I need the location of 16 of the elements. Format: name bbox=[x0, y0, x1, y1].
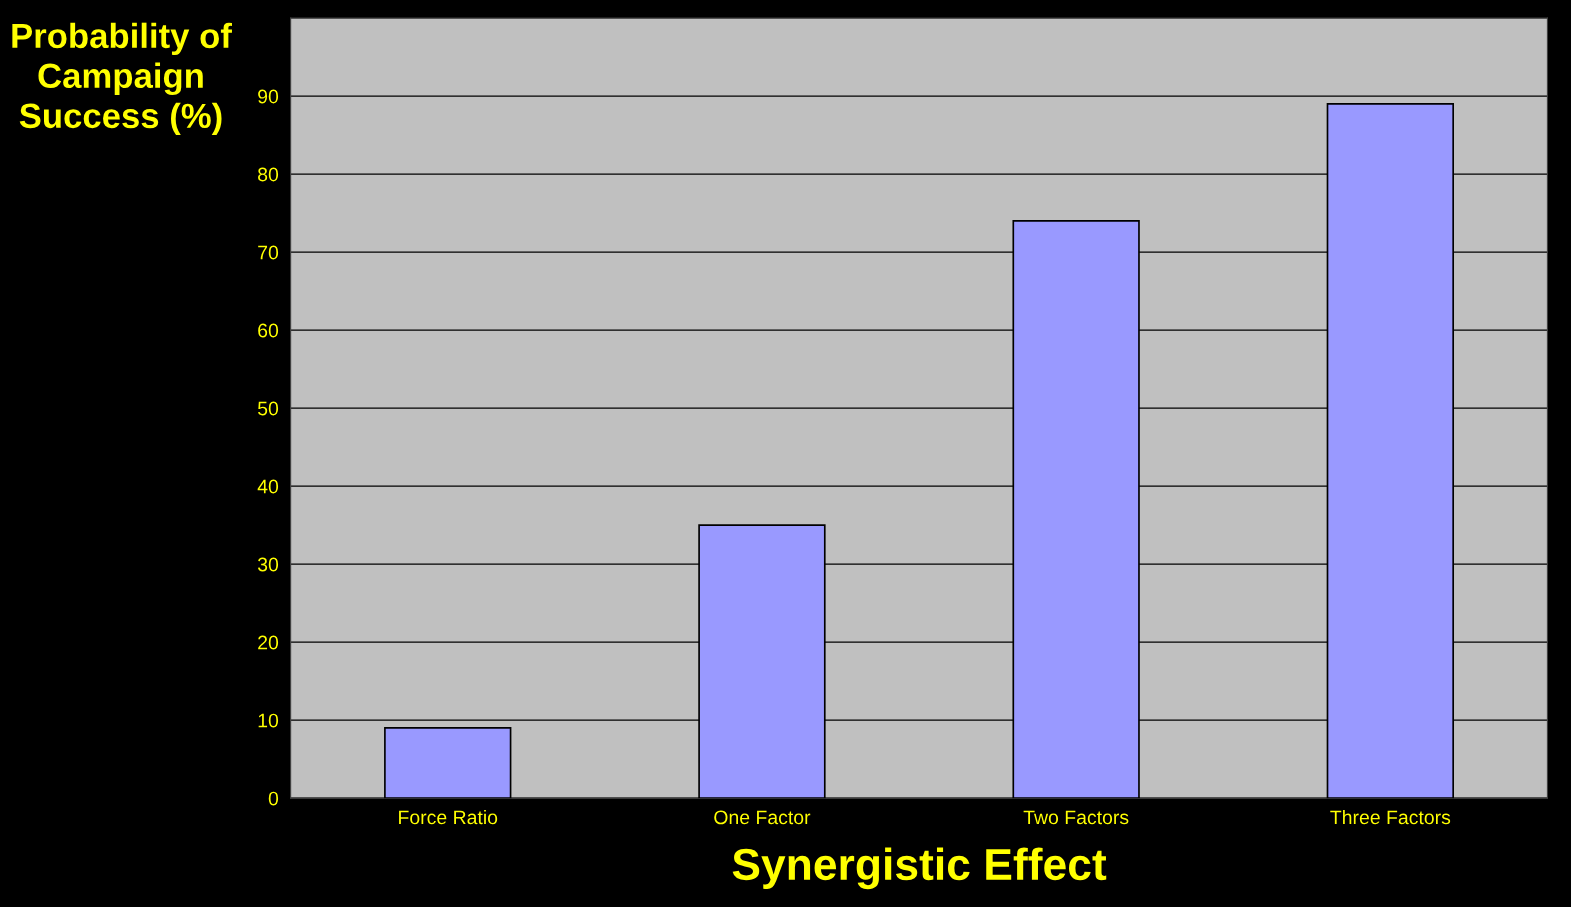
x-tick-label: One Factor bbox=[714, 810, 811, 825]
y-tick-label: 50 bbox=[257, 401, 279, 416]
x-axis-title: Synergistic Effect bbox=[732, 847, 1107, 890]
x-tick-label: Two Factors bbox=[1023, 810, 1129, 825]
y-tick-label: 70 bbox=[258, 245, 279, 260]
x-tick-label: Three Factors bbox=[1330, 809, 1451, 825]
y-tick-label: 10 bbox=[258, 713, 279, 728]
y-tick-label: 60 bbox=[258, 323, 279, 338]
y-tick-label: 20 bbox=[258, 635, 279, 650]
y-axis-title: Probability of Campaign Success (%) bbox=[12, 22, 232, 136]
y-tick-label: 90 bbox=[258, 89, 279, 104]
y-tick-label: 80 bbox=[258, 167, 279, 182]
y-tick-label: 0 bbox=[268, 791, 279, 806]
y-tick-label: 40 bbox=[257, 479, 279, 494]
x-tick-label: Force Ratio bbox=[399, 809, 498, 825]
y-tick-label: 30 bbox=[257, 557, 279, 572]
